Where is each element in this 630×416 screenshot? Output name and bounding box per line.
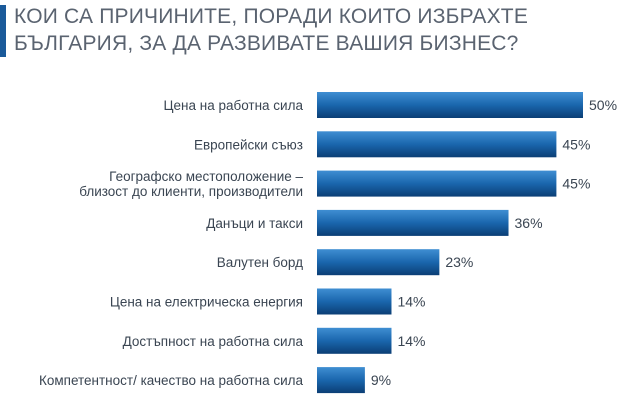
category-label-6: Достъпност на работна сила xyxy=(123,334,304,349)
value-label-5: 14% xyxy=(397,294,425,310)
bar-3 xyxy=(317,210,509,236)
bar-2 xyxy=(317,171,556,197)
value-label-1: 45% xyxy=(562,136,590,152)
value-label-6: 14% xyxy=(397,333,425,349)
bar-7 xyxy=(317,367,365,393)
category-label-7-line-0: Компетентност/ качество на работна сила xyxy=(39,373,304,388)
bars-layer xyxy=(317,92,583,393)
category-label-6-line-0: Достъпност на работна сила xyxy=(123,334,304,349)
category-label-3: Данъци и такси xyxy=(206,216,303,231)
category-label-4: Валутен борд xyxy=(217,255,303,270)
bar-6 xyxy=(317,328,391,354)
value-label-2: 45% xyxy=(562,176,590,192)
bar-1 xyxy=(317,131,556,157)
category-label-5: Цена на електрическа енергия xyxy=(110,295,303,310)
category-label-7: Компетентност/ качество на работна сила xyxy=(39,373,304,388)
category-label-0: Цена на работна сила xyxy=(164,98,304,113)
category-label-2-line-1: близост до клиенти, производители xyxy=(79,184,303,199)
bar-5 xyxy=(317,289,391,315)
value-label-0: 50% xyxy=(589,97,617,113)
value-label-4: 23% xyxy=(445,254,473,270)
category-label-1: Европейски съюз xyxy=(194,137,303,152)
category-label-3-line-0: Данъци и такси xyxy=(206,216,303,231)
value-label-3: 36% xyxy=(515,215,543,231)
category-label-2: Географско местоположение – близост до кл… xyxy=(79,169,303,199)
value-label-7: 9% xyxy=(371,372,391,388)
bar-0 xyxy=(317,92,583,118)
category-label-0-line-0: Цена на работна сила xyxy=(164,98,304,113)
category-label-1-line-0: Европейски съюз xyxy=(194,137,303,152)
category-label-5-line-0: Цена на електрическа енергия xyxy=(110,295,303,310)
category-labels: Цена на работна сила Европейски съюз Геогр… xyxy=(39,98,304,388)
category-label-4-line-0: Валутен борд xyxy=(217,255,303,270)
bar-4 xyxy=(317,249,439,275)
category-label-2-line-0: Географско местоположение – xyxy=(109,169,303,184)
